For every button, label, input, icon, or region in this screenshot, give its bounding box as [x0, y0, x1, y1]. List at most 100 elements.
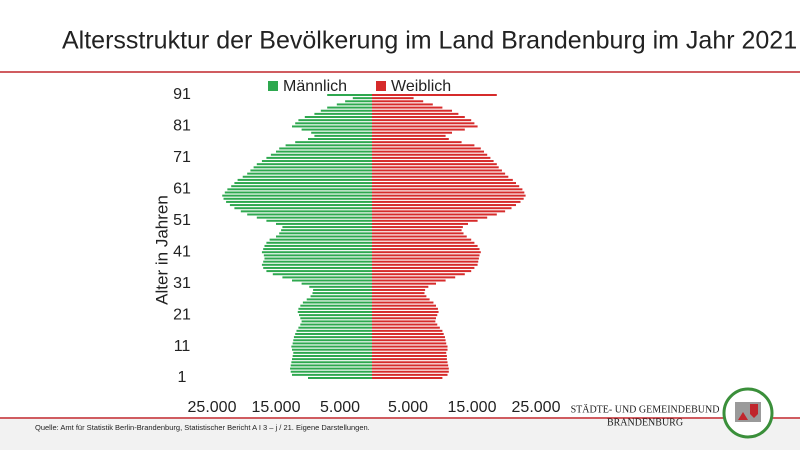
bar — [372, 213, 497, 216]
bar — [311, 131, 372, 134]
bar — [345, 100, 372, 103]
bar — [372, 351, 447, 354]
bar — [309, 285, 372, 288]
bar — [372, 342, 447, 345]
bar — [372, 323, 438, 326]
bar — [314, 134, 372, 137]
bar — [372, 207, 512, 210]
bar — [372, 260, 479, 263]
bar — [372, 219, 478, 222]
bar — [263, 260, 372, 263]
bar — [372, 188, 523, 191]
bar — [372, 238, 472, 241]
bar — [290, 367, 372, 370]
bar — [372, 241, 475, 244]
bar — [293, 339, 372, 342]
bar — [372, 317, 436, 320]
bar — [298, 307, 372, 310]
bar — [372, 301, 434, 304]
bar — [263, 248, 372, 251]
bar — [372, 226, 463, 229]
x-tick-label: 25.000 — [188, 399, 237, 416]
bar — [295, 122, 372, 125]
bar — [372, 210, 506, 213]
y-tick-label: 11 — [174, 338, 191, 355]
bar — [372, 191, 525, 194]
bar — [276, 235, 372, 238]
legend-swatch — [268, 81, 278, 91]
y-tick-label: 21 — [173, 306, 191, 323]
bar — [229, 204, 372, 207]
y-tick-label: 91 — [173, 86, 191, 103]
bar — [293, 336, 372, 339]
bar — [372, 106, 443, 109]
logo-emblem — [722, 387, 774, 439]
bar — [372, 147, 481, 150]
bar — [292, 342, 372, 345]
bar — [256, 163, 372, 166]
source-note: Quelle: Amt für Statistik Berlin-Branden… — [35, 423, 370, 432]
bar — [250, 169, 372, 172]
x-tick-label: 5.000 — [320, 399, 360, 416]
bar — [372, 204, 516, 207]
bar — [247, 172, 372, 175]
bar — [261, 263, 372, 266]
bar — [372, 292, 425, 295]
bar — [269, 238, 372, 241]
y-tick-label: 81 — [173, 118, 191, 135]
bar — [372, 320, 436, 323]
bar — [372, 178, 513, 181]
x-tick-label: 5.000 — [388, 399, 428, 416]
bar — [372, 314, 438, 317]
bar — [372, 169, 502, 172]
bar — [372, 254, 480, 257]
bar — [372, 288, 426, 291]
bar — [372, 100, 424, 103]
bar — [372, 222, 468, 225]
bar — [372, 166, 499, 169]
bar — [310, 295, 372, 298]
bar — [300, 317, 372, 320]
bar — [372, 263, 478, 266]
bar — [372, 172, 506, 175]
logo-text: STÄDTE- UND GEMEINDEBUND — [571, 403, 720, 415]
bar — [302, 301, 372, 304]
bar — [282, 226, 372, 229]
bar — [301, 128, 372, 131]
bar — [234, 182, 372, 185]
bar — [290, 364, 372, 367]
bar — [299, 314, 372, 317]
bar — [372, 175, 509, 178]
bar — [352, 97, 372, 100]
bar — [372, 307, 438, 310]
bar — [372, 373, 448, 376]
bar — [240, 210, 372, 213]
bar — [372, 229, 462, 232]
bar — [372, 354, 447, 357]
bar — [247, 213, 372, 216]
x-tick-label: 25.000 — [512, 399, 561, 416]
bar — [372, 348, 448, 351]
bar — [281, 229, 372, 232]
bar — [372, 336, 445, 339]
bar — [253, 166, 372, 169]
bar — [292, 358, 372, 361]
bar — [372, 153, 488, 156]
logo-shield — [738, 412, 748, 420]
y-axis-label: Alter in Jahren — [152, 195, 171, 305]
bar — [372, 339, 446, 342]
bar — [261, 251, 372, 254]
bar — [270, 153, 372, 156]
bar — [226, 200, 372, 203]
bar — [295, 141, 372, 144]
legend-swatch — [376, 81, 386, 91]
bar — [372, 232, 464, 235]
bar — [372, 244, 478, 247]
bar — [263, 254, 372, 257]
legend-label: Männlich — [283, 78, 347, 95]
bar — [372, 295, 427, 298]
bar — [372, 345, 448, 348]
y-tick-label: 51 — [173, 212, 191, 229]
